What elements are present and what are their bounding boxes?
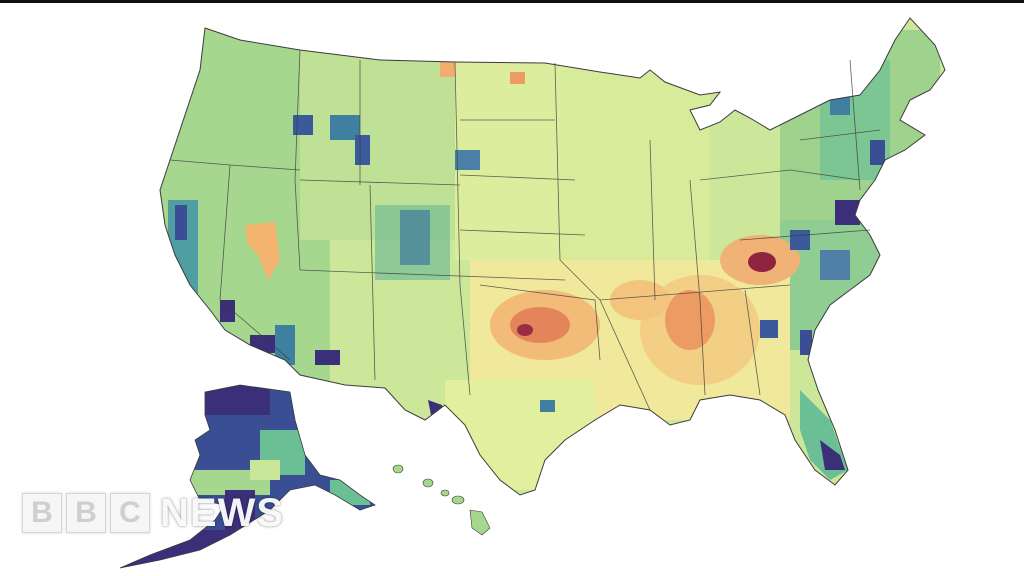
state-borders [169, 49, 881, 411]
news-wordmark: NEWS [160, 490, 284, 535]
lower48-outline [159, 17, 946, 496]
alaska-region [120, 385, 375, 568]
hawaii-region [392, 464, 491, 536]
bbc-logo-block-3: C [110, 493, 150, 533]
bbc-logo-block-1: B [22, 493, 62, 533]
bbc-news-watermark: B B C NEWS [22, 490, 284, 535]
top-border-bar [0, 0, 1024, 3]
bbc-logo-block-2: B [66, 493, 106, 533]
alaska-outline [119, 384, 376, 569]
